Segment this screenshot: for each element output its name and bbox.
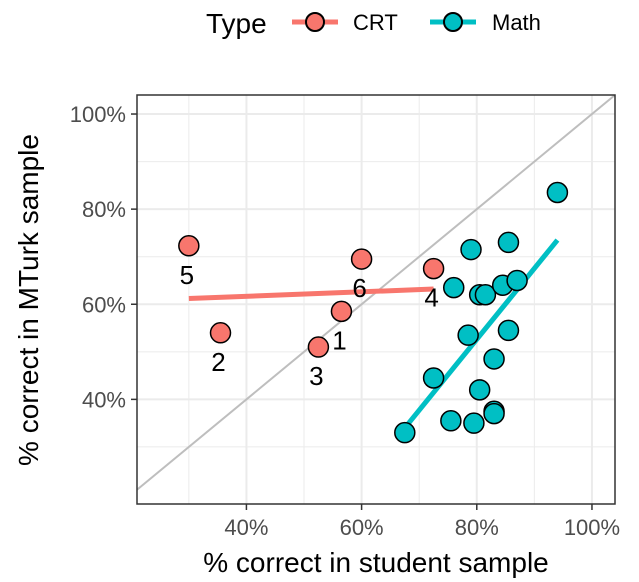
point-label: 1 [332, 325, 346, 355]
point-math [497, 231, 520, 254]
point-crt [209, 322, 232, 344]
plot-panel: 1 2 3 4 5 6 [136, 94, 616, 505]
legend-marker-crt [305, 12, 325, 32]
point-math [442, 276, 465, 299]
y-tick-label: 80% [82, 197, 126, 222]
point-crt [307, 336, 330, 358]
point-label: 6 [352, 273, 366, 303]
x-tick-label: 100% [564, 515, 620, 540]
point-math [497, 319, 520, 342]
data-points [178, 181, 569, 444]
point-math [457, 324, 479, 346]
panel-border [136, 94, 616, 505]
point-math [506, 269, 528, 292]
legend: Type CRT Math [206, 8, 541, 39]
point-math [440, 410, 462, 432]
point-math [463, 412, 485, 434]
fit-line-math [402, 238, 560, 430]
point-crt [330, 300, 353, 323]
legend-marker-math [443, 12, 463, 32]
legend-title: Type [206, 8, 267, 39]
y-tick-label: 100% [70, 102, 126, 127]
y-tick-label: 40% [82, 387, 126, 412]
fit-lines [188, 238, 560, 430]
point-label: 2 [211, 347, 225, 377]
x-axis: 40% 60% 80% 100% [224, 504, 620, 540]
legend-label-math: Math [492, 10, 541, 35]
point-math [483, 348, 505, 370]
fit-line-crt [188, 286, 434, 302]
point-math [394, 421, 416, 444]
point-crt [422, 257, 445, 280]
point-math [460, 238, 482, 261]
y-axis-title: % correct in MTurk sample [13, 134, 44, 466]
point-label: 3 [309, 361, 323, 391]
point-math [422, 367, 445, 389]
x-tick-label: 40% [224, 515, 268, 540]
y-axis: 40% 60% 80% 100% [70, 102, 137, 412]
x-tick-label: 80% [455, 515, 499, 540]
point-label: 5 [180, 260, 194, 290]
point-math [546, 181, 569, 204]
point-label: 4 [424, 283, 438, 313]
gridlines [137, 95, 615, 504]
legend-label-crt: CRT [353, 10, 398, 35]
point-math [474, 283, 497, 306]
point-labels: 1 2 3 4 5 6 [180, 260, 439, 391]
x-tick-label: 60% [340, 515, 384, 540]
point-math [468, 379, 491, 401]
point-math [483, 402, 505, 425]
y-tick-label: 60% [82, 292, 126, 317]
point-crt [178, 235, 200, 257]
point-crt [350, 248, 373, 270]
x-axis-title: % correct in student sample [203, 547, 549, 578]
